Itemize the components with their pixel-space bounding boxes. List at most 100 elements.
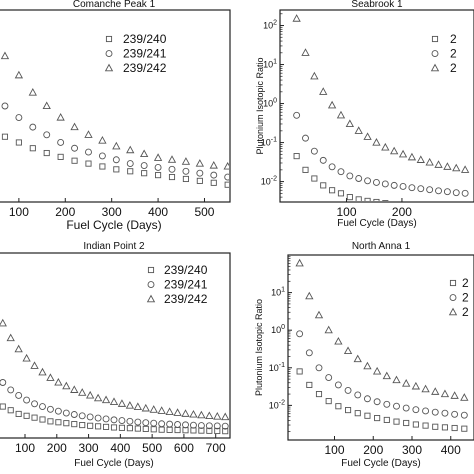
data-point-circle (29, 123, 37, 131)
data-points (295, 258, 469, 432)
data-point-square (0, 403, 6, 410)
data-point-square (337, 190, 345, 197)
x-tick-label: 500 (194, 205, 214, 219)
legend-label: 239/241 (164, 278, 208, 292)
x-tick-label: 400 (148, 205, 168, 219)
x-tick-label: 100 (15, 441, 35, 455)
data-point-circle (15, 114, 23, 121)
data-point-circle (140, 162, 148, 169)
data-point-circle (166, 420, 174, 428)
data-point-square (110, 424, 118, 431)
data-point-circle (118, 417, 126, 425)
data-point-triangle (167, 155, 177, 163)
data-point-square (374, 415, 381, 422)
data-point-triangle (443, 162, 452, 170)
data-point-circle (296, 330, 304, 338)
data-point-triangle (112, 141, 121, 150)
data-point-square (463, 208, 468, 213)
y-tick-label: 10-1 (261, 137, 277, 148)
legend-marker-circle (449, 294, 457, 302)
data-point-circle (142, 419, 150, 427)
legend-marker-square (105, 35, 113, 43)
legend-label: 239/240 (123, 32, 167, 46)
data-point-square (31, 414, 38, 421)
data-point-triangle (56, 112, 65, 121)
chart-title: Seabrook 1 (351, 0, 403, 10)
legend-marker-triangle (448, 307, 458, 316)
data-point-circle (0, 379, 7, 386)
y-tick-label: 10-1 (269, 362, 285, 373)
data-point-triangle (38, 367, 47, 376)
data-point-triangle (434, 160, 443, 168)
data-point-circle (210, 171, 218, 179)
chart-panel-1: Comanche Peak 1 100 200 300 400 500 Fuel Cycle… (0, 0, 231, 232)
data-point-square (325, 398, 332, 405)
data-point-circle (315, 364, 323, 372)
data-point-square (7, 407, 14, 414)
data-point-square (47, 418, 54, 425)
y-axis-label: Plutonium Isotopic Ratio (254, 299, 264, 396)
data-point-circle (363, 395, 371, 403)
data-point-square (445, 207, 450, 212)
data-point-triangle (181, 157, 191, 165)
data-point-square (214, 427, 221, 435)
data-point-square (432, 423, 439, 430)
data-point-triangle (109, 397, 119, 405)
data-point-square (103, 423, 110, 430)
data-point-triangle (354, 126, 363, 134)
data-point-circle (110, 416, 118, 424)
data-point-circle (85, 148, 92, 156)
data-point-triangle (440, 389, 450, 398)
data-point-triangle (209, 160, 218, 169)
x-axis-label: Fuel Cycle (Days) (337, 218, 416, 229)
data-point-square (210, 179, 217, 186)
x-tick-label: 300 (102, 205, 122, 219)
data-point-square (315, 391, 323, 398)
data-point-square (158, 426, 165, 433)
data-point-circle (190, 421, 197, 429)
data-point-circle (460, 411, 468, 419)
data-point-circle (205, 422, 213, 430)
data-point-square (454, 208, 459, 213)
data-point-triangle (421, 384, 430, 393)
data-point-square (39, 416, 46, 423)
data-point-triangle (460, 165, 470, 173)
data-point-triangle (319, 87, 328, 95)
legend-label: 2 (462, 291, 469, 305)
data-point-square (222, 428, 229, 435)
data-point-circle (7, 386, 15, 394)
chart-title: Comanche Peak 1 (73, 0, 156, 10)
data-point-triangle (70, 385, 79, 393)
data-point-triangle (165, 407, 174, 415)
data-point-circle (383, 400, 391, 408)
data-point-circle (354, 391, 362, 399)
x-tick-label: 200 (392, 205, 412, 219)
data-point-circle (344, 386, 352, 394)
data-point-circle (451, 410, 459, 418)
data-point-triangle (292, 14, 301, 22)
data-point-square (293, 153, 300, 160)
legend-marker-square (147, 266, 155, 274)
x-tick-label: 700 (206, 441, 226, 455)
data-point-circle (373, 398, 381, 406)
data-point-triangle (425, 157, 434, 166)
data-point-square (57, 153, 64, 160)
x-tick-label: 200 (47, 441, 67, 455)
data-point-triangle (398, 149, 408, 158)
data-point-triangle (42, 101, 51, 110)
data-point-circle (325, 374, 333, 381)
data-point-square (29, 145, 36, 152)
data-point-square (345, 407, 352, 414)
data-point-square (422, 422, 429, 429)
data-point-triangle (84, 130, 93, 138)
data-point-circle (355, 175, 363, 182)
data-point-square (155, 172, 162, 179)
data-point-triangle (141, 403, 150, 412)
data-point-triangle (314, 310, 324, 319)
data-point-square (1, 133, 9, 140)
data-point-square (461, 425, 468, 432)
legend-label: 2 (450, 61, 457, 75)
